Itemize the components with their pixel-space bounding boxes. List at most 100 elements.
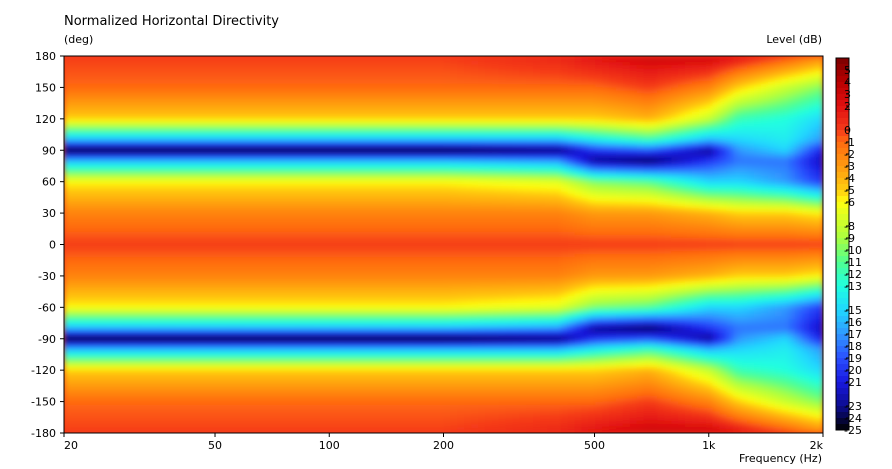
heatmap-cell bbox=[84, 175, 93, 180]
heatmap-cell bbox=[312, 143, 320, 148]
heatmap-cell bbox=[133, 420, 141, 425]
heatmap-cell bbox=[271, 159, 279, 164]
heatmap-cell bbox=[167, 414, 175, 418]
heatmap-cell bbox=[153, 121, 162, 126]
heatmap-cell bbox=[91, 354, 100, 359]
heatmap-cell bbox=[298, 332, 307, 337]
heatmap-cell bbox=[139, 238, 148, 242]
heatmap-cell bbox=[222, 222, 231, 227]
heatmap-cell bbox=[250, 401, 258, 406]
heatmap-cell bbox=[229, 423, 238, 428]
heatmap-cell bbox=[98, 260, 106, 264]
heatmap-cell bbox=[229, 329, 238, 334]
heatmap-cell bbox=[160, 291, 169, 296]
heatmap-cell bbox=[243, 411, 251, 415]
heatmap-cell bbox=[264, 159, 272, 164]
heatmap-cell bbox=[340, 216, 348, 220]
heatmap-cell bbox=[340, 181, 348, 186]
heatmap-cell bbox=[146, 332, 155, 337]
heatmap-cell bbox=[271, 272, 279, 277]
heatmap-cell bbox=[312, 316, 320, 321]
heatmap-cell bbox=[98, 429, 106, 433]
heatmap-cell bbox=[119, 395, 127, 400]
heatmap-cell bbox=[70, 285, 79, 290]
heatmap-cell bbox=[64, 257, 72, 261]
heatmap-cell bbox=[257, 109, 265, 114]
heatmap-cell bbox=[133, 426, 141, 431]
heatmap-cell bbox=[105, 360, 113, 365]
heatmap-cell bbox=[160, 156, 169, 161]
heatmap-cell bbox=[250, 373, 258, 378]
heatmap-cell bbox=[257, 411, 265, 415]
heatmap-cell bbox=[133, 269, 141, 274]
heatmap-cell bbox=[188, 153, 196, 158]
heatmap-cell bbox=[77, 115, 86, 120]
heatmap-cell bbox=[70, 103, 79, 107]
heatmap-cell bbox=[229, 203, 238, 208]
heatmap-cell bbox=[77, 159, 86, 164]
heatmap-cell bbox=[112, 200, 120, 205]
heatmap-cell bbox=[250, 338, 258, 343]
heatmap-cell bbox=[257, 191, 265, 195]
heatmap-cell bbox=[84, 96, 93, 101]
heatmap-cell bbox=[133, 109, 141, 114]
heatmap-cell bbox=[305, 231, 313, 236]
heatmap-cell bbox=[146, 241, 155, 246]
heatmap-cell bbox=[167, 263, 175, 268]
heatmap-cell bbox=[167, 175, 175, 180]
heatmap-cell bbox=[215, 379, 224, 384]
heatmap-cell bbox=[133, 65, 141, 70]
heatmap-cell bbox=[312, 389, 320, 393]
heatmap-cell bbox=[243, 376, 251, 381]
heatmap-cell bbox=[333, 228, 341, 233]
heatmap-cell bbox=[133, 279, 141, 283]
heatmap-cell bbox=[222, 282, 231, 286]
heatmap-cell bbox=[181, 316, 189, 321]
heatmap-cell bbox=[340, 121, 348, 126]
heatmap-cell bbox=[340, 426, 348, 431]
heatmap-cell bbox=[326, 172, 334, 176]
heatmap-cell bbox=[215, 392, 224, 396]
heatmap-cell bbox=[160, 231, 169, 236]
heatmap-cell bbox=[284, 194, 293, 198]
heatmap-cell bbox=[195, 159, 203, 164]
heatmap-cell bbox=[126, 187, 134, 192]
heatmap-cell bbox=[277, 143, 286, 148]
heatmap-cell bbox=[112, 118, 120, 123]
heatmap-cell bbox=[70, 115, 79, 120]
heatmap-cell bbox=[174, 131, 182, 136]
heatmap-cell bbox=[126, 71, 134, 76]
heatmap-cell bbox=[91, 90, 100, 95]
heatmap-cell bbox=[229, 222, 238, 227]
heatmap-cell bbox=[215, 169, 224, 173]
heatmap-cell bbox=[77, 370, 86, 374]
heatmap-cell bbox=[277, 156, 286, 161]
heatmap-cell bbox=[64, 184, 72, 189]
heatmap-cell bbox=[333, 319, 341, 324]
heatmap-cell bbox=[153, 385, 162, 390]
heatmap-cell bbox=[77, 376, 86, 381]
heatmap-cell bbox=[333, 206, 341, 211]
heatmap-cell bbox=[298, 222, 307, 227]
heatmap-cell bbox=[250, 191, 258, 195]
heatmap-cell bbox=[146, 297, 155, 302]
heatmap-cell bbox=[84, 222, 93, 227]
heatmap-cell bbox=[105, 93, 113, 98]
heatmap-cell bbox=[305, 175, 313, 180]
heatmap-cell bbox=[298, 407, 307, 412]
heatmap-cell bbox=[222, 134, 231, 139]
heatmap-cell bbox=[243, 194, 251, 198]
heatmap-cell bbox=[139, 417, 148, 422]
heatmap-cell bbox=[243, 263, 251, 268]
heatmap-cell bbox=[119, 128, 127, 132]
heatmap-cell bbox=[139, 231, 148, 236]
heatmap-cell bbox=[133, 323, 141, 327]
heatmap-cell bbox=[188, 379, 196, 384]
heatmap-cell bbox=[77, 191, 86, 195]
heatmap-cell bbox=[319, 376, 327, 381]
heatmap-cell bbox=[139, 294, 148, 299]
heatmap-cell bbox=[202, 407, 210, 412]
heatmap-cell bbox=[229, 140, 238, 145]
heatmap-cell bbox=[77, 219, 86, 224]
heatmap-cell bbox=[215, 96, 224, 101]
